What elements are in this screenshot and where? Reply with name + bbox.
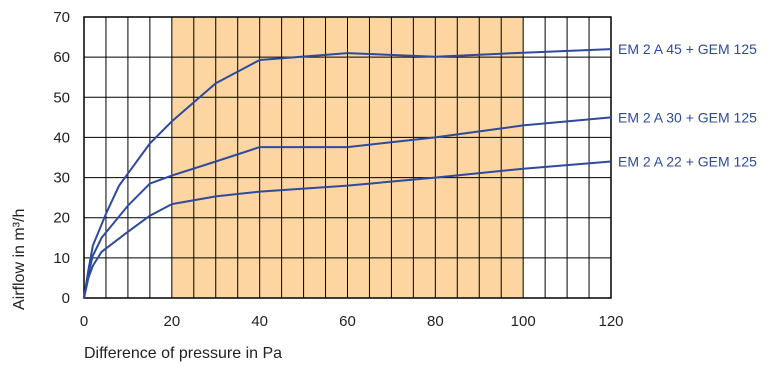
x-tick-label: 60 [339, 313, 356, 330]
series-label-1: EM 2 A 45 + GEM 125 [618, 41, 757, 57]
series-label-2: EM 2 A 30 + GEM 125 [618, 109, 757, 125]
x-tick-label: 0 [80, 313, 88, 330]
series-line-3 [83, 160, 612, 299]
y-tick-label: 60 [53, 49, 70, 66]
y-tick-label: 70 [53, 9, 70, 26]
x-tick-label: 40 [251, 313, 268, 330]
y-tick-label: 10 [53, 250, 70, 267]
y-axis-label: Airflow in m³/h [11, 209, 28, 310]
y-tick-label: 0 [62, 290, 70, 307]
x-tick-label: 20 [163, 313, 180, 330]
y-tick-label: 30 [53, 170, 70, 187]
series-line-1 [83, 48, 612, 299]
x-tick-label: 120 [598, 313, 623, 330]
grid-group [83, 16, 612, 299]
plot-frame [83, 16, 612, 299]
series-label-3: EM 2 A 22 + GEM 125 [618, 154, 757, 170]
series-labels-group: EM 2 A 45 + GEM 125 EM 2 A 30 + GEM 125 EM… [618, 41, 757, 169]
series-line-2 [83, 116, 612, 299]
y-tick-label: 40 [53, 129, 70, 146]
y-tick-label: 20 [53, 210, 70, 227]
series-group [83, 48, 612, 299]
x-tick-label: 80 [427, 313, 444, 330]
x-axis-label: Difference of pressure in Pa [84, 345, 282, 362]
x-tick-label: 100 [511, 313, 536, 330]
y-tick-label: 50 [53, 89, 70, 106]
tick-labels-group: 0 20 40 60 80 100 120 0 10 20 30 40 50 60 70 [53, 9, 623, 330]
